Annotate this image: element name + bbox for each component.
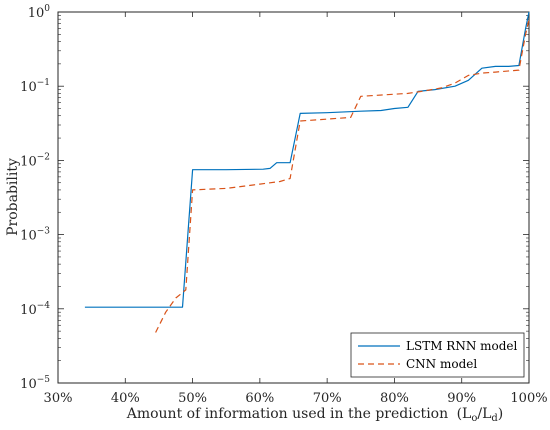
plot-area <box>57 11 530 384</box>
y-tick-label: 10−2 <box>20 152 50 169</box>
series-line-cnn <box>155 19 530 333</box>
x-tick-label: 80% <box>380 391 409 406</box>
legend: LSTM RNN model CNN model <box>350 332 525 378</box>
legend-label-cnn: CNN model <box>406 357 477 371</box>
y-tick-label: 10−3 <box>20 227 50 244</box>
x-tick-label: 40% <box>111 391 140 406</box>
y-tick-label: 10−1 <box>20 78 50 95</box>
data-series <box>84 11 530 333</box>
x-tick-label: 30% <box>44 391 73 406</box>
axis-ticks: 30% 40% 50% 60% 70% 80% 90% 100% 10−5 10−4 10−3 10−… <box>20 4 547 406</box>
series-line-lstm-rnn <box>84 11 530 308</box>
y-axis-label: Probability <box>5 158 21 236</box>
x-tick-label: 70% <box>313 391 342 406</box>
x-tick-label: 100% <box>510 391 547 406</box>
x-tick-label: 90% <box>447 391 476 406</box>
x-tick-label: 50% <box>178 391 207 406</box>
y-tick-label: 10−4 <box>20 301 50 318</box>
y-tick-label: 10−5 <box>20 375 50 392</box>
legend-label-lstm: LSTM RNN model <box>406 339 518 353</box>
x-tick-label: 60% <box>245 391 274 406</box>
x-axis-label: Amount of information used in the predic… <box>126 406 504 424</box>
y-tick-label: 100 <box>28 4 51 21</box>
legend-box <box>350 332 525 378</box>
